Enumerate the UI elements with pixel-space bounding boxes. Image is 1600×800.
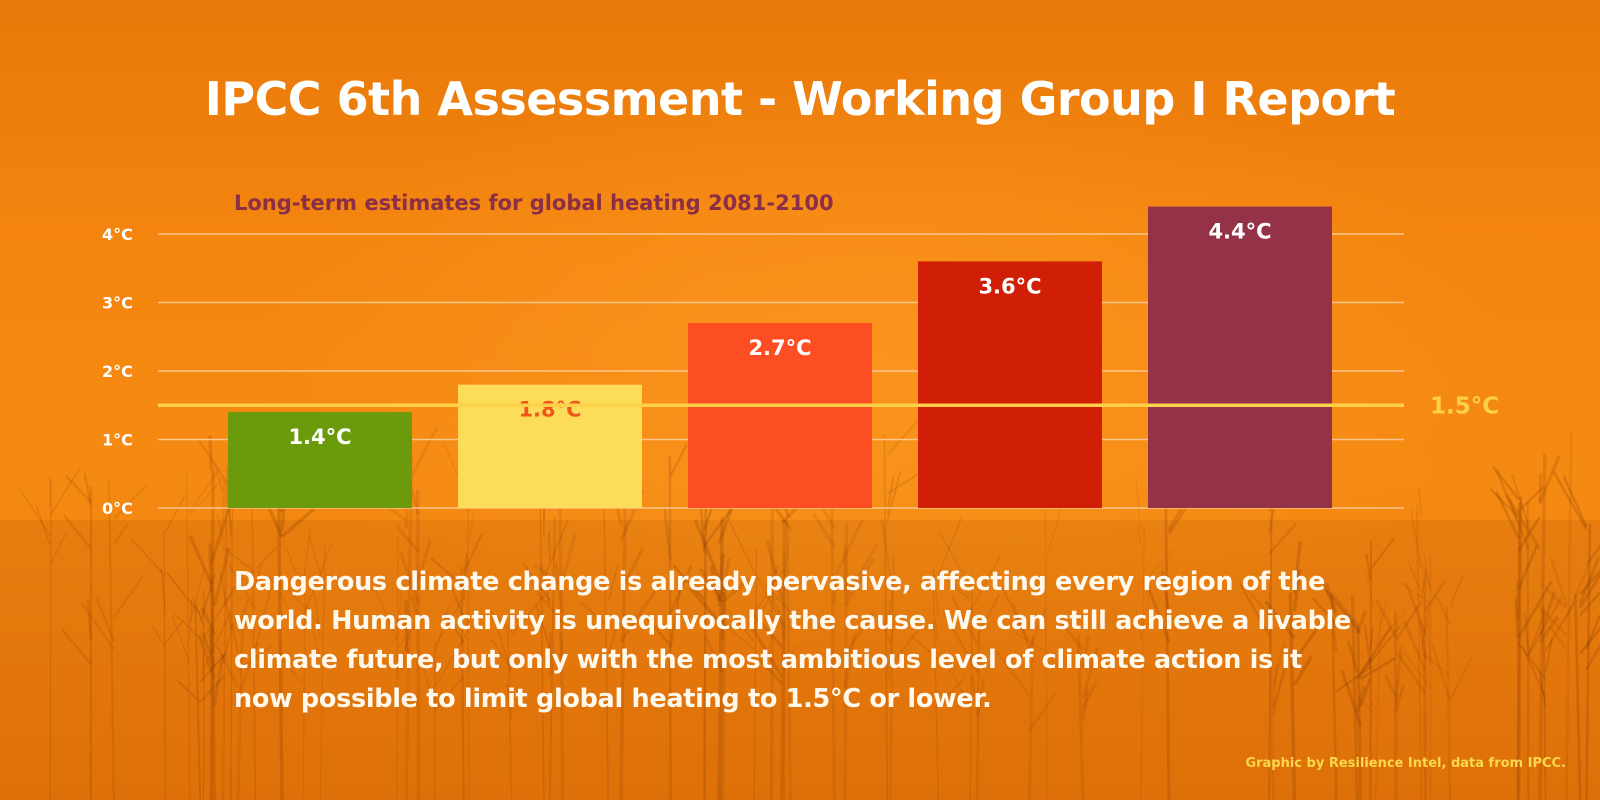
data-label: 1.8°C: [518, 398, 581, 422]
bar: [1148, 206, 1332, 508]
summary-paragraph: Dangerous climate change is already perv…: [234, 567, 1352, 714]
reference-line-label: 1.5°C: [1430, 393, 1499, 419]
data-label: 4.4°C: [1208, 220, 1271, 244]
data-label: 2.7°C: [748, 336, 811, 360]
y-tick-label: 0°C: [102, 499, 133, 518]
credit-line: Graphic by Resilience Intel, data from I…: [1245, 756, 1566, 771]
bar: [228, 412, 412, 508]
page-title: IPCC 6th Assessment - Working Group I Re…: [204, 72, 1396, 126]
bar: [688, 323, 872, 508]
data-label: 3.6°C: [978, 274, 1041, 298]
y-tick-label: 1°C: [102, 431, 133, 450]
y-tick-label: 3°C: [102, 294, 133, 313]
bar: [918, 261, 1102, 508]
y-tick-label: 2°C: [102, 362, 133, 381]
y-tick-label: 4°C: [102, 225, 133, 244]
data-label: 1.4°C: [288, 425, 351, 449]
chart-title: Long-term estimates for global heating 2…: [234, 191, 834, 215]
